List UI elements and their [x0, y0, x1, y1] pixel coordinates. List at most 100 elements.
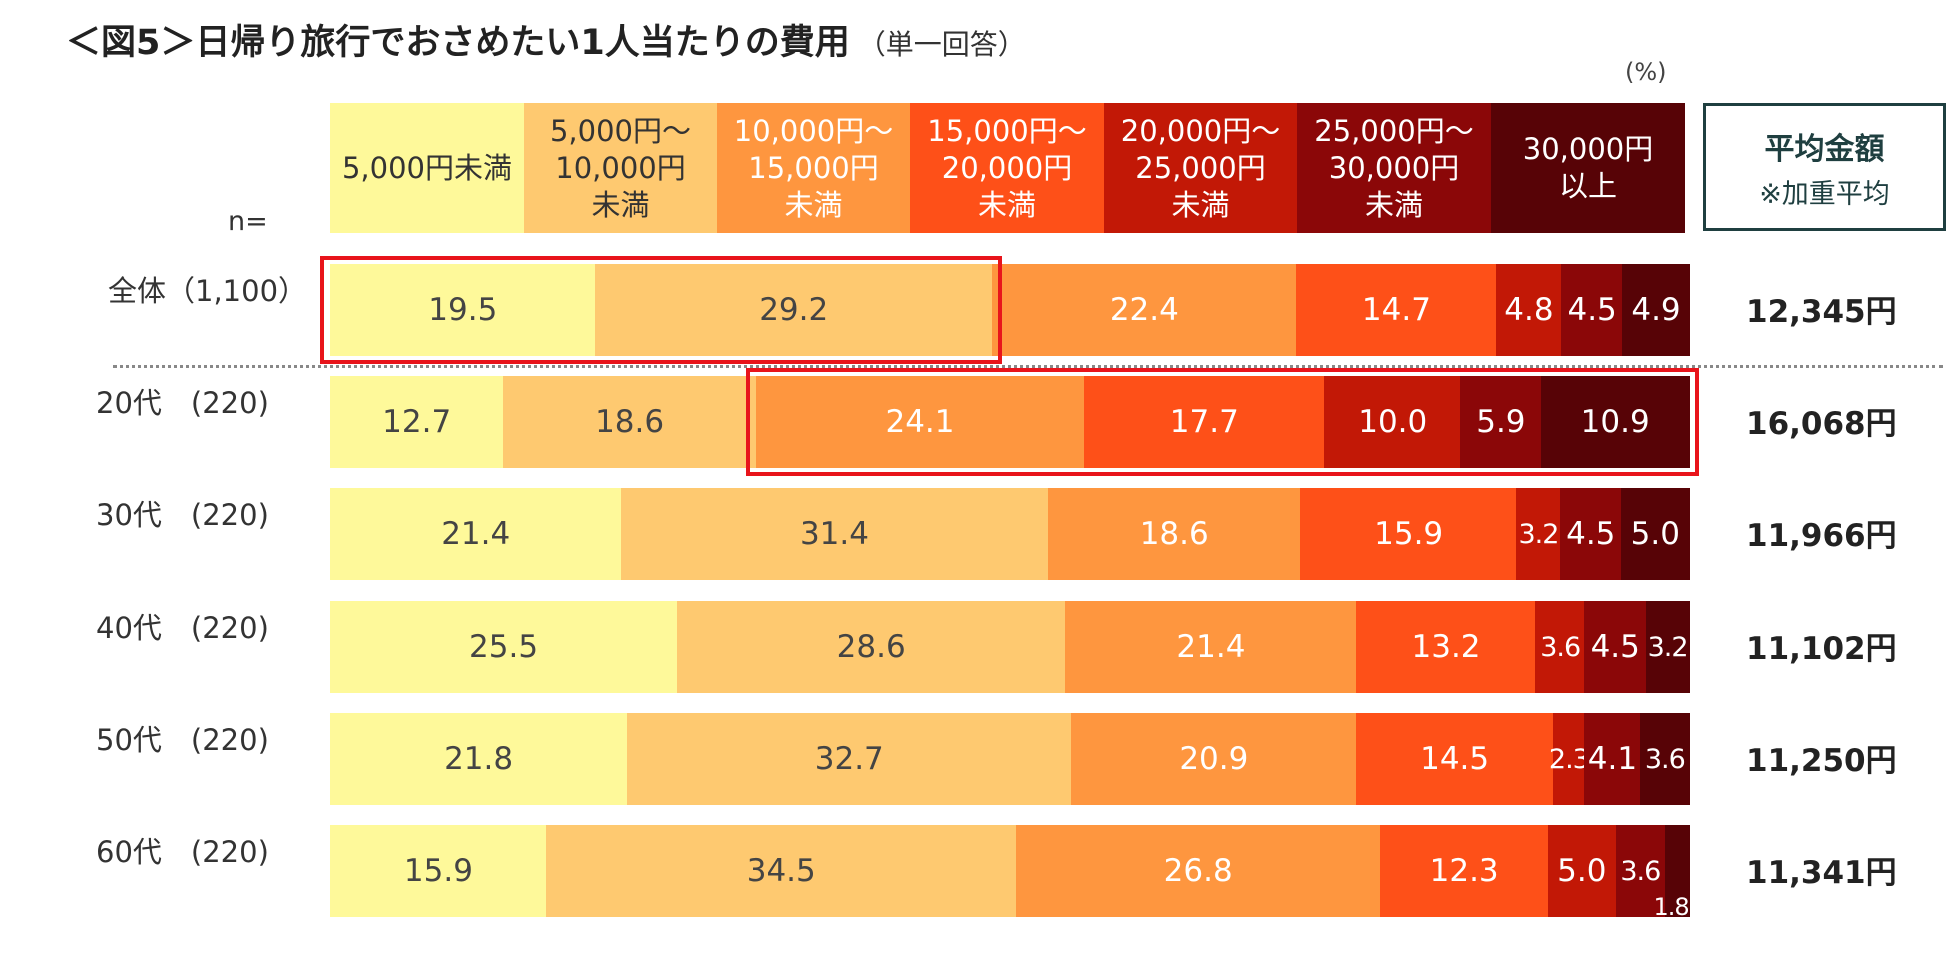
row-label: 全体（1,100） — [108, 274, 308, 308]
data-label: 19.5 — [428, 292, 498, 328]
data-label: 14.5 — [1420, 741, 1490, 777]
data-label: 13.2 — [1411, 629, 1481, 665]
average-value: 11,102円 — [1746, 631, 1897, 667]
data-label: 3.6 — [1644, 743, 1686, 775]
data-label: 4.5 — [1566, 516, 1616, 552]
data-label: 26.8 — [1163, 853, 1233, 889]
bar-segment: 31.4 — [620, 488, 1049, 580]
highlight-box — [745, 368, 1699, 476]
data-label: 4.8 — [1504, 292, 1554, 328]
bar-segment: 12.3 — [1380, 825, 1549, 917]
data-label: 4.9 — [1631, 292, 1681, 328]
average-value: 16,068円 — [1746, 406, 1897, 442]
bar-segment: 3.6 — [1640, 713, 1690, 805]
data-label: 5.0 — [1557, 853, 1607, 889]
data-label: 34.5 — [746, 853, 816, 889]
legend-item-1: 5,000円未満 — [330, 103, 524, 233]
row-label: 60代 (220) — [96, 835, 269, 869]
bar-segment: 22.4 — [991, 264, 1297, 356]
bar-segment: 19.5 — [330, 264, 596, 356]
highlight-box — [320, 256, 1002, 364]
average-header-title: 平均金額 — [1764, 131, 1885, 167]
bar-segment: 34.5 — [546, 825, 1017, 917]
data-label: 10.0 — [1358, 404, 1428, 440]
data-label: 21.4 — [1176, 629, 1246, 665]
bar-segment: 32.7 — [626, 713, 1072, 805]
data-label: 3.6 — [1620, 855, 1661, 887]
title-main: ＜図5＞日帰り旅行でおさめたい1人当たりの費用 — [66, 23, 850, 63]
bar-segment: 12.7 — [330, 376, 504, 468]
legend-item-2: 5,000円～ 10,000円 未満 — [524, 103, 717, 233]
data-label: 10.9 — [1580, 404, 1650, 440]
data-label: 3.6 — [1540, 631, 1581, 663]
bar-segment: 13.2 — [1356, 601, 1537, 693]
bar-segment: 4.5 — [1584, 601, 1647, 693]
data-label: 5.0 — [1630, 516, 1680, 552]
bar-segment: 14.7 — [1296, 264, 1497, 356]
bar-segment: 3.2 — [1645, 601, 1690, 693]
data-label: 3.2 — [1518, 518, 1559, 550]
data-label: 4.1 — [1587, 741, 1638, 777]
bar-segment: 4.9 — [1622, 264, 1690, 356]
bar-segment: 4.5 — [1559, 488, 1622, 580]
row-label: 30代 (220) — [96, 498, 269, 532]
legend-item-4: 15,000円～ 20,000円 未満 — [910, 103, 1104, 233]
bar-segment: 29.2 — [595, 264, 993, 356]
title-subtitle: （単一回答） — [857, 28, 1026, 61]
legend-item-5: 20,000円～ 25,000円 未満 — [1104, 103, 1297, 233]
data-label: 32.7 — [814, 741, 884, 777]
bar-segment: 5.0 — [1621, 488, 1690, 580]
bar-segment: 21.8 — [330, 713, 628, 805]
bar-segment: 17.7 — [1083, 376, 1325, 468]
bar-segment: 1.8 — [1653, 825, 1690, 921]
bar-segment: 21.4 — [330, 488, 622, 580]
average-value: 11,966円 — [1746, 518, 1897, 554]
data-label: 22.4 — [1109, 292, 1179, 328]
average-value: 11,341円 — [1746, 855, 1897, 891]
row-label: 40代 (220) — [96, 611, 269, 645]
data-label: 21.4 — [441, 516, 511, 552]
row-label: 50代 (220) — [96, 723, 269, 757]
legend-item-3: 10,000円～ 15,000円 未満 — [717, 103, 910, 233]
data-label: 24.1 — [885, 404, 955, 440]
data-label: 4.5 — [1590, 629, 1640, 665]
data-label: 20.9 — [1179, 741, 1249, 777]
bar-segment: 10.0 — [1324, 376, 1462, 468]
data-label: 25.5 — [469, 629, 539, 665]
bar-segment: 2.3 — [1549, 713, 1590, 805]
bar-segment: 18.6 — [1047, 488, 1301, 580]
data-label: 31.4 — [799, 516, 869, 552]
average-value: 11,250円 — [1746, 743, 1897, 779]
data-label: 17.7 — [1169, 404, 1239, 440]
average-header-note: ※加重平均 — [1759, 178, 1890, 210]
data-label: 21.8 — [444, 741, 514, 777]
bar-segment: 24.1 — [755, 376, 1085, 468]
data-label: 2.3 — [1548, 743, 1590, 775]
n-label: n= — [228, 206, 268, 237]
legend-item-6: 25,000円～ 30,000円 未満 — [1297, 103, 1491, 233]
bar-segment: 18.6 — [502, 376, 757, 468]
legend-item-7: 30,000円 以上 — [1491, 103, 1685, 233]
bar-segment: 10.9 — [1540, 376, 1690, 468]
bar-segment: 20.9 — [1071, 713, 1357, 805]
bar-segment: 5.0 — [1547, 825, 1617, 917]
data-label: 15.9 — [403, 853, 473, 889]
bar-segment: 15.9 — [1300, 488, 1517, 580]
data-label: 14.7 — [1361, 292, 1431, 328]
data-label: 5.9 — [1476, 404, 1526, 440]
bar-segment: 3.6 — [1535, 601, 1585, 693]
unit-label: (%) — [1625, 58, 1667, 86]
bar-segment: 3.2 — [1516, 488, 1561, 580]
data-label: 12.3 — [1429, 853, 1499, 889]
data-label: 4.5 — [1567, 292, 1617, 328]
bar-segment: 5.9 — [1460, 376, 1542, 468]
data-label: 28.6 — [836, 629, 906, 665]
data-label: 1.8 — [1653, 893, 1689, 921]
data-label: 29.2 — [759, 292, 829, 328]
data-label: 18.6 — [1139, 516, 1209, 552]
bar-segment: 3.6 — [1615, 825, 1666, 917]
bar-segment: 4.1 — [1584, 713, 1641, 805]
average-header: 平均金額 ※加重平均 — [1703, 103, 1946, 231]
bar-segment: 21.4 — [1065, 601, 1357, 693]
average-value: 12,345円 — [1746, 294, 1897, 330]
